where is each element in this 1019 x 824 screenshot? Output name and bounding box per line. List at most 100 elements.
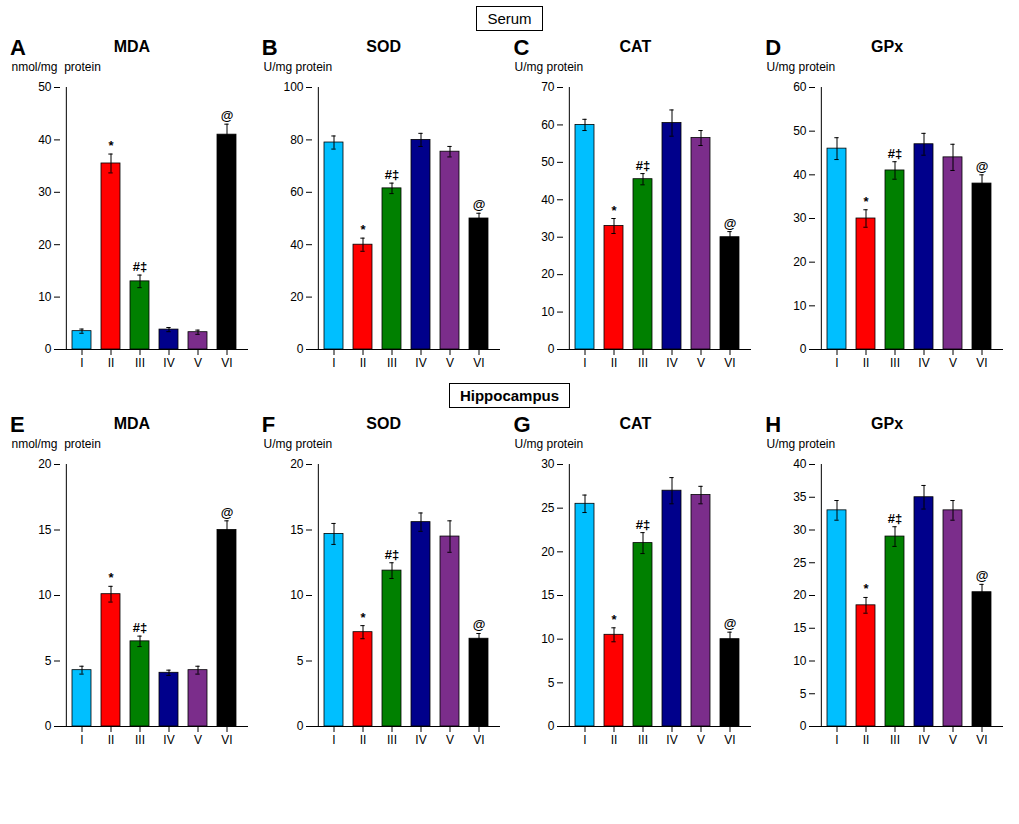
svg-text:VI: VI xyxy=(976,733,987,747)
svg-text:0: 0 xyxy=(45,719,52,733)
svg-text:40: 40 xyxy=(793,168,807,182)
svg-text:I: I xyxy=(584,733,587,747)
svg-text:#‡: #‡ xyxy=(636,517,650,532)
svg-text:III: III xyxy=(890,733,900,747)
svg-text:U/mg protein: U/mg protein xyxy=(263,60,332,74)
svg-text:U/mg protein: U/mg protein xyxy=(767,437,836,451)
svg-text:0: 0 xyxy=(548,719,555,733)
svg-text:*: * xyxy=(612,203,618,218)
svg-text:II: II xyxy=(359,356,366,370)
svg-text:5: 5 xyxy=(296,654,303,668)
svg-text:II: II xyxy=(611,733,618,747)
svg-text:50: 50 xyxy=(38,80,52,94)
svg-text:II: II xyxy=(359,733,366,747)
svg-text:III: III xyxy=(387,733,397,747)
svg-text:U/mg protein: U/mg protein xyxy=(515,437,584,451)
svg-text:IV: IV xyxy=(163,356,174,370)
svg-text:10: 10 xyxy=(542,305,556,319)
svg-text:II: II xyxy=(108,733,115,747)
svg-text:50: 50 xyxy=(542,155,556,169)
svg-text:10: 10 xyxy=(290,588,304,602)
svg-text:IV: IV xyxy=(918,356,929,370)
svg-text:@: @ xyxy=(976,568,989,583)
svg-text:@: @ xyxy=(221,108,234,123)
svg-text:VI: VI xyxy=(473,733,484,747)
svg-text:#‡: #‡ xyxy=(384,547,398,562)
svg-text:10: 10 xyxy=(793,299,807,313)
svg-text:V: V xyxy=(697,356,705,370)
svg-text:5: 5 xyxy=(45,654,52,668)
svg-text:#‡: #‡ xyxy=(888,146,902,161)
svg-text:III: III xyxy=(387,356,397,370)
svg-text:@: @ xyxy=(724,216,737,231)
svg-text:V: V xyxy=(194,733,202,747)
svg-text:60: 60 xyxy=(290,185,304,199)
svg-text:III: III xyxy=(638,356,648,370)
svg-text:40: 40 xyxy=(290,238,304,252)
svg-text:20: 20 xyxy=(38,238,52,252)
svg-text:10: 10 xyxy=(38,588,52,602)
svg-text:@: @ xyxy=(976,159,989,174)
svg-text:70: 70 xyxy=(542,80,556,94)
svg-text:IV: IV xyxy=(918,733,929,747)
svg-text:20: 20 xyxy=(542,545,556,559)
svg-text:*: * xyxy=(864,194,870,209)
svg-text:60: 60 xyxy=(542,118,556,132)
svg-text:40: 40 xyxy=(542,193,556,207)
svg-text:30: 30 xyxy=(542,457,556,471)
svg-text:60: 60 xyxy=(793,80,807,94)
svg-text:#‡: #‡ xyxy=(384,167,398,182)
svg-text:35: 35 xyxy=(793,490,807,504)
svg-text:U/mg protein: U/mg protein xyxy=(767,60,836,74)
svg-text:30: 30 xyxy=(38,185,52,199)
svg-text:III: III xyxy=(135,356,145,370)
svg-text:II: II xyxy=(108,356,115,370)
svg-text:0: 0 xyxy=(45,342,52,356)
svg-text:30: 30 xyxy=(793,211,807,225)
svg-text:VI: VI xyxy=(221,356,232,370)
svg-text:I: I xyxy=(80,356,83,370)
svg-text:#‡: #‡ xyxy=(636,158,650,173)
svg-text:5: 5 xyxy=(548,676,555,690)
svg-text:40: 40 xyxy=(38,133,52,147)
svg-text:V: V xyxy=(194,356,202,370)
svg-text:U/mg protein: U/mg protein xyxy=(515,60,584,74)
svg-text:15: 15 xyxy=(542,588,556,602)
svg-text:VI: VI xyxy=(473,356,484,370)
svg-text:*: * xyxy=(864,581,870,596)
svg-text:V: V xyxy=(949,733,957,747)
svg-text:0: 0 xyxy=(800,342,807,356)
svg-text:25: 25 xyxy=(793,556,807,570)
svg-text:0: 0 xyxy=(800,719,807,733)
svg-text:IV: IV xyxy=(415,356,426,370)
svg-text:@: @ xyxy=(221,505,234,520)
svg-text:20: 20 xyxy=(793,588,807,602)
svg-text:*: * xyxy=(360,610,366,625)
svg-text:30: 30 xyxy=(793,523,807,537)
svg-text:20: 20 xyxy=(38,457,52,471)
svg-text:40: 40 xyxy=(793,457,807,471)
svg-text:100: 100 xyxy=(283,80,303,94)
svg-text:V: V xyxy=(949,356,957,370)
svg-text:IV: IV xyxy=(163,733,174,747)
svg-text:II: II xyxy=(863,733,870,747)
svg-text:15: 15 xyxy=(290,523,304,537)
svg-text:I: I xyxy=(332,356,335,370)
svg-text:0: 0 xyxy=(296,719,303,733)
svg-text:II: II xyxy=(863,356,870,370)
svg-text:0: 0 xyxy=(548,342,555,356)
svg-text:*: * xyxy=(108,570,114,585)
svg-text:V: V xyxy=(446,733,454,747)
svg-text:I: I xyxy=(332,733,335,747)
svg-text:*: * xyxy=(108,138,114,153)
svg-text:#‡: #‡ xyxy=(888,511,902,526)
svg-text:VI: VI xyxy=(725,356,736,370)
svg-text:0: 0 xyxy=(296,342,303,356)
svg-text:15: 15 xyxy=(38,523,52,537)
svg-text:20: 20 xyxy=(542,267,556,281)
svg-text:20: 20 xyxy=(290,457,304,471)
svg-text:@: @ xyxy=(472,197,485,212)
svg-text:II: II xyxy=(611,356,618,370)
svg-text:*: * xyxy=(360,222,366,237)
svg-text:I: I xyxy=(80,733,83,747)
